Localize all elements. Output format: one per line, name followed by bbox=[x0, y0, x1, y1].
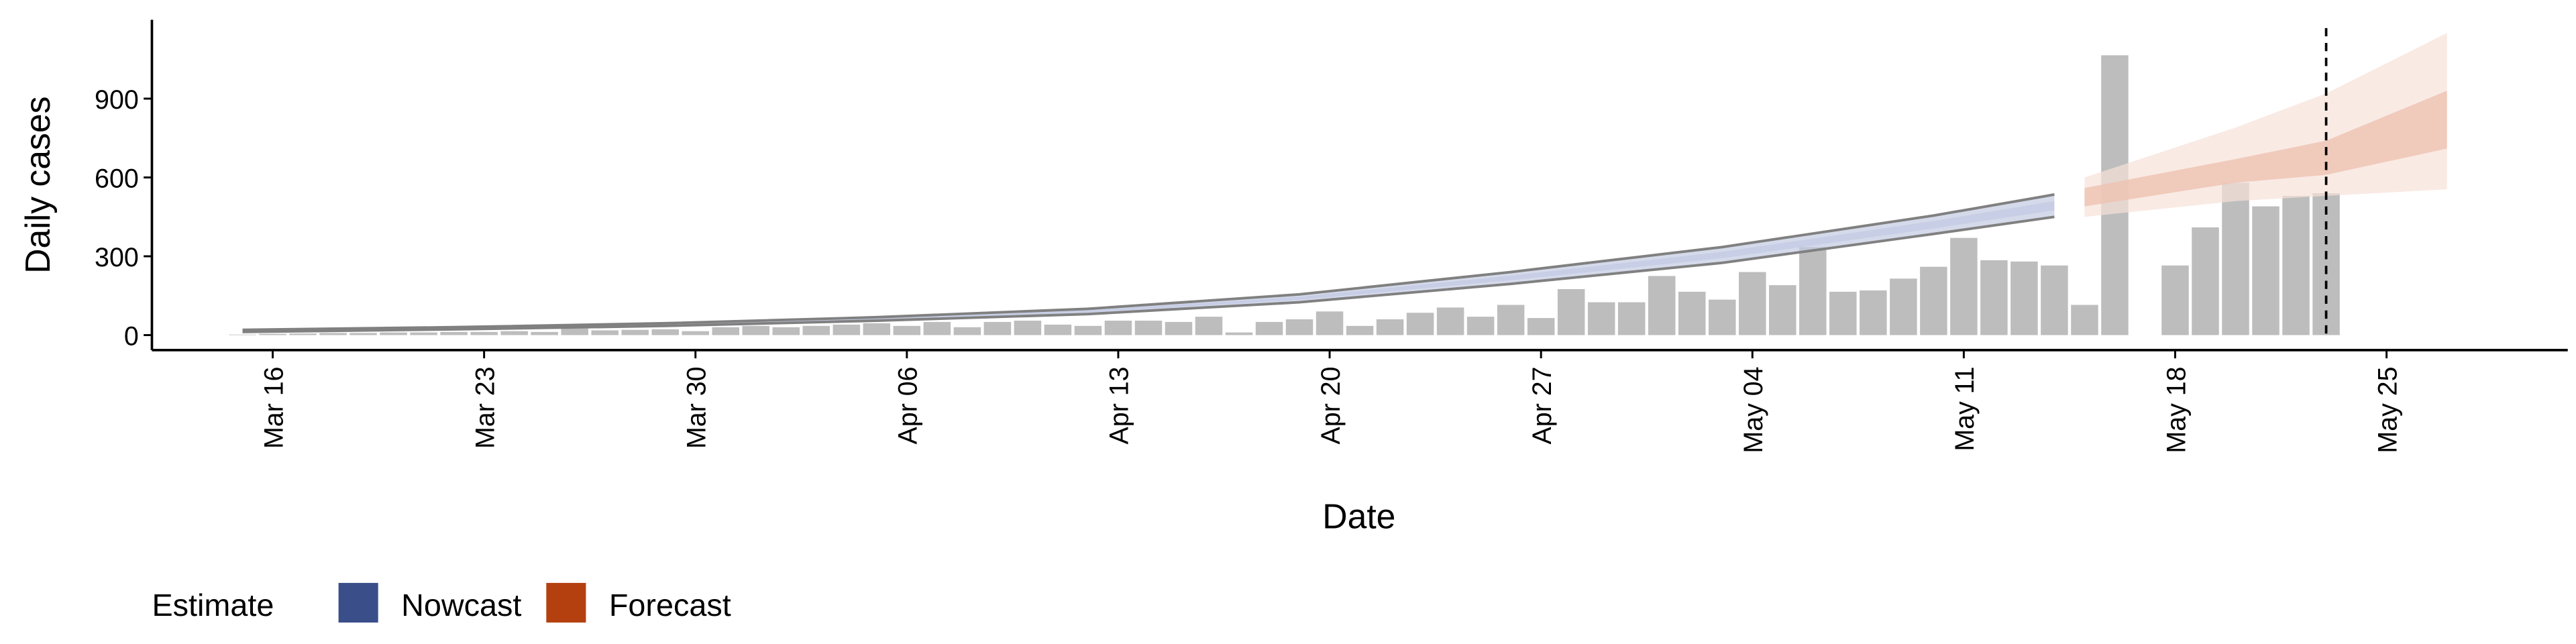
bar bbox=[1346, 325, 1374, 335]
y-tick-label: 300 bbox=[95, 243, 139, 272]
bar bbox=[1376, 319, 1404, 335]
bar bbox=[1436, 307, 1464, 335]
bar bbox=[1709, 299, 1736, 335]
bar bbox=[319, 333, 347, 335]
bar bbox=[1890, 278, 1917, 335]
bar bbox=[742, 325, 770, 335]
legend-swatch bbox=[338, 582, 378, 623]
bar bbox=[1829, 291, 1857, 335]
bar bbox=[1255, 321, 1283, 335]
bar bbox=[651, 329, 679, 335]
bar bbox=[1557, 288, 1585, 335]
legend-swatch bbox=[546, 582, 586, 623]
bar bbox=[2222, 182, 2249, 335]
bar bbox=[1316, 311, 1344, 335]
bar bbox=[983, 321, 1012, 335]
bar bbox=[1769, 285, 1796, 335]
plot-area: 0 300 600 900 Mar 16 Mar 23 Mar 30 Apr 06 Apr 13… bbox=[95, 19, 2568, 453]
bar bbox=[682, 331, 709, 335]
bar bbox=[2010, 261, 2038, 335]
x-tick-label: May 11 bbox=[1950, 366, 1980, 451]
bar bbox=[2041, 265, 2068, 335]
bar bbox=[1648, 276, 1676, 335]
bar bbox=[1950, 237, 1978, 335]
bar bbox=[1678, 291, 1706, 335]
bar bbox=[1739, 272, 1766, 335]
x-tick-label: Mar 16 bbox=[259, 366, 288, 449]
bar bbox=[1920, 266, 1947, 335]
bar bbox=[1617, 302, 1646, 335]
bar bbox=[1527, 318, 1555, 335]
bar bbox=[350, 333, 377, 335]
x-tick-label: Mar 23 bbox=[470, 366, 500, 449]
bar bbox=[2071, 305, 2098, 335]
bar bbox=[470, 331, 498, 335]
bar bbox=[1860, 290, 1887, 335]
bar bbox=[1497, 305, 1525, 335]
x-tick-label: Apr 06 bbox=[894, 366, 923, 444]
band-edge bbox=[242, 215, 2055, 333]
y-tick-label: 0 bbox=[124, 321, 139, 351]
bar bbox=[1466, 317, 1495, 335]
x-tick-label: May 25 bbox=[2373, 366, 2402, 453]
bar bbox=[2192, 227, 2219, 335]
bar bbox=[1195, 317, 1223, 335]
legend-title: Estimate bbox=[152, 588, 274, 623]
bar bbox=[1587, 302, 1615, 335]
band-area bbox=[2084, 91, 2447, 207]
bar bbox=[1980, 260, 2008, 335]
bar bbox=[1799, 247, 1827, 335]
bar bbox=[410, 332, 437, 335]
bar bbox=[2161, 265, 2189, 335]
y-tick-label: 600 bbox=[95, 164, 139, 193]
x-tick-label: May 18 bbox=[2161, 366, 2191, 453]
x-tick-label: Mar 30 bbox=[682, 366, 712, 449]
bar bbox=[1014, 320, 1042, 335]
y-axis-title: Daily cases bbox=[18, 97, 57, 274]
bar bbox=[1285, 319, 1313, 335]
bar bbox=[1104, 320, 1132, 335]
bar bbox=[561, 328, 588, 335]
x-tick-label: May 04 bbox=[1739, 366, 1768, 453]
band-area bbox=[242, 194, 2055, 332]
x-tick-label: Apr 27 bbox=[1527, 366, 1557, 444]
bar bbox=[1406, 313, 1434, 335]
bar bbox=[893, 325, 921, 335]
y-tick-label: 900 bbox=[95, 85, 139, 115]
legend-label: Nowcast bbox=[401, 588, 521, 623]
bar bbox=[772, 327, 800, 335]
bar bbox=[380, 332, 407, 335]
bar bbox=[1165, 321, 1193, 335]
bar bbox=[1074, 325, 1102, 335]
bar bbox=[2252, 206, 2279, 335]
bar bbox=[289, 333, 317, 335]
x-axis-title: Date bbox=[1322, 497, 1395, 536]
bar bbox=[953, 327, 981, 335]
bar bbox=[923, 321, 951, 335]
bar bbox=[500, 331, 528, 335]
bar bbox=[1134, 320, 1163, 335]
bar bbox=[2282, 195, 2310, 335]
bar bbox=[802, 325, 830, 335]
bar bbox=[621, 329, 649, 335]
x-tick-label: Apr 13 bbox=[1105, 366, 1134, 444]
bar bbox=[833, 324, 861, 335]
bar bbox=[440, 331, 468, 335]
band-edge bbox=[242, 193, 2055, 331]
legend-label: Forecast bbox=[609, 588, 731, 623]
x-tick-label: Apr 20 bbox=[1316, 366, 1346, 444]
bar bbox=[531, 331, 558, 335]
bar bbox=[1044, 324, 1072, 335]
bar bbox=[591, 330, 619, 335]
bar bbox=[863, 323, 891, 335]
bar bbox=[712, 327, 740, 335]
bar bbox=[259, 333, 286, 335]
bar bbox=[1225, 332, 1253, 335]
